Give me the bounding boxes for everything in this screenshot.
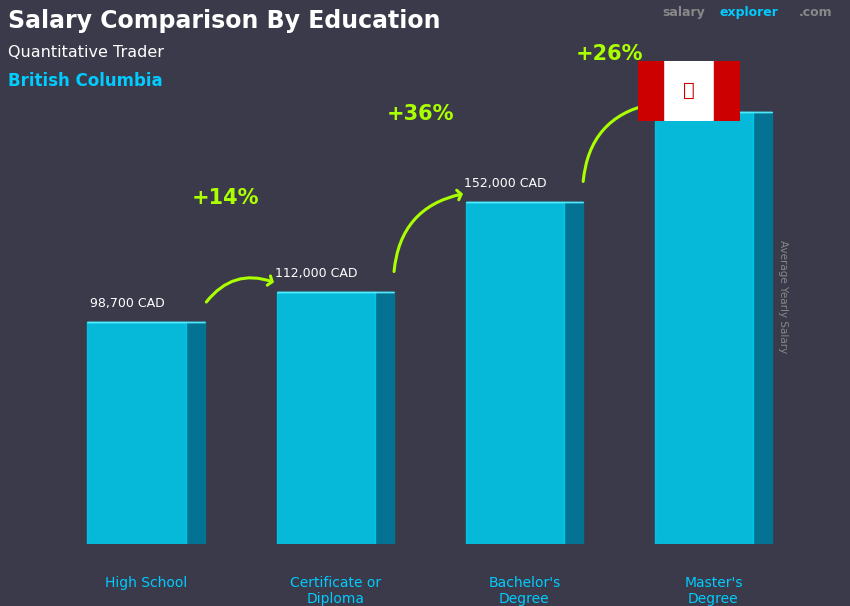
Text: British Columbia: British Columbia bbox=[8, 72, 162, 90]
Text: Quantitative Trader: Quantitative Trader bbox=[8, 45, 164, 59]
Bar bbox=[88, 322, 186, 544]
Polygon shape bbox=[186, 322, 205, 544]
Text: 152,000 CAD: 152,000 CAD bbox=[464, 177, 547, 190]
Text: explorer: explorer bbox=[719, 7, 778, 19]
Text: Salary Comparison By Education: Salary Comparison By Education bbox=[8, 8, 440, 33]
Bar bbox=[714, 61, 740, 121]
Text: salary: salary bbox=[662, 7, 705, 19]
Polygon shape bbox=[375, 292, 394, 544]
Bar bbox=[276, 292, 375, 544]
Text: Master's
Degree: Master's Degree bbox=[684, 576, 743, 606]
Polygon shape bbox=[564, 202, 583, 544]
Polygon shape bbox=[753, 112, 772, 544]
Text: High School: High School bbox=[105, 576, 187, 590]
Text: Bachelor's
Degree: Bachelor's Degree bbox=[488, 576, 560, 606]
Text: 192,000 CAD: 192,000 CAD bbox=[654, 87, 736, 100]
Text: Average Yearly Salary: Average Yearly Salary bbox=[779, 240, 789, 353]
Bar bbox=[638, 61, 663, 121]
Text: Certificate or
Diploma: Certificate or Diploma bbox=[290, 576, 381, 606]
Text: 98,700 CAD: 98,700 CAD bbox=[90, 297, 165, 310]
Text: .com: .com bbox=[798, 7, 832, 19]
Text: +14%: +14% bbox=[192, 188, 259, 208]
Text: 🍁: 🍁 bbox=[683, 81, 694, 101]
Text: 112,000 CAD: 112,000 CAD bbox=[275, 267, 358, 280]
Bar bbox=[466, 202, 564, 544]
Text: +36%: +36% bbox=[387, 104, 454, 124]
Text: +26%: +26% bbox=[575, 44, 643, 64]
Bar bbox=[654, 112, 753, 544]
